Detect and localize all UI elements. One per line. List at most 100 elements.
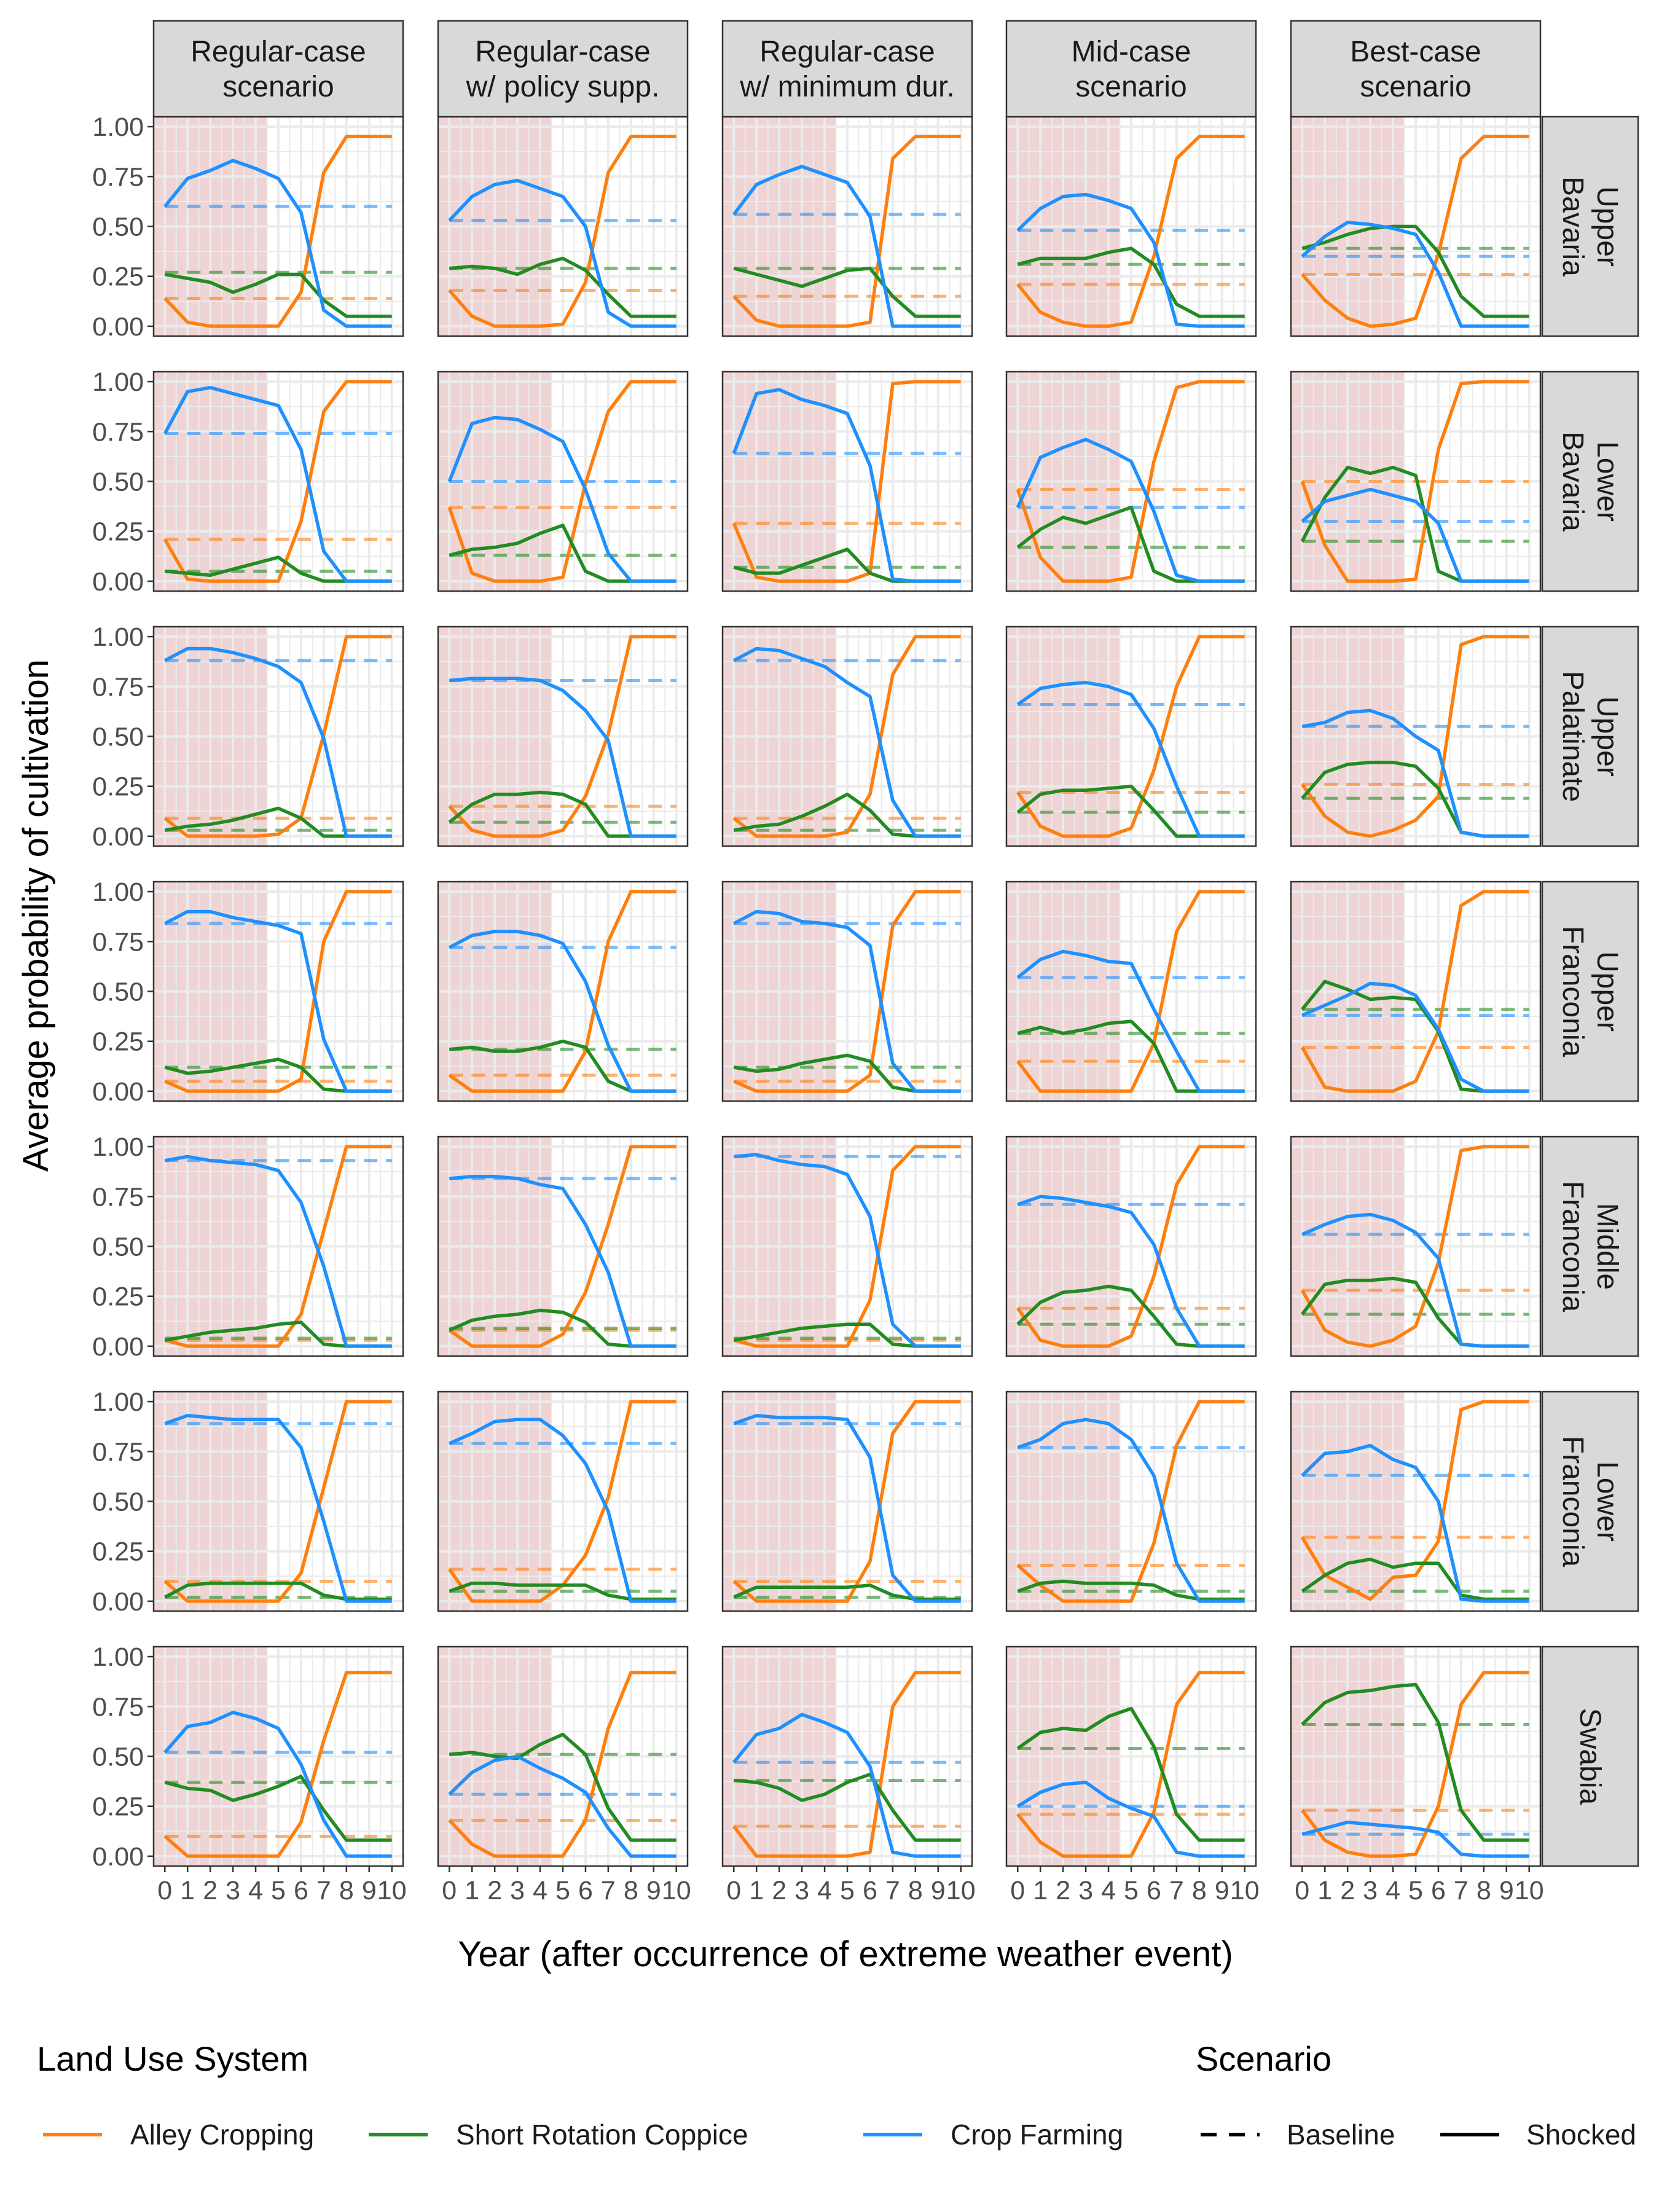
x-tick-label: 0 (442, 1876, 457, 1905)
shocked-line-alley-cropping (733, 1145, 961, 1348)
shocked-line-short-rotation-coppice (164, 1581, 392, 1601)
column-strip-label: Regular-case w/ policy supp. (466, 36, 660, 103)
legend-label-short-rotation-coppice: Short Rotation Coppice (456, 2119, 748, 2151)
shocked-line-crop-farming (1301, 981, 1529, 1093)
shocked-line-crop-farming (449, 1175, 677, 1348)
y-tick-label: 1.00 (92, 1132, 144, 1162)
y-tick-label: 0.25 (92, 517, 144, 547)
y-tick-label: 1.00 (92, 622, 144, 652)
x-tick-label: 7 (1169, 1876, 1184, 1905)
x-tick-label: 1 (465, 1876, 479, 1905)
legend-item-shocked: Shocked (1440, 2119, 1636, 2151)
x-tick-label: 0 (157, 1876, 172, 1905)
panel-gridlines (1291, 1137, 1540, 1356)
panel-gridlines (723, 117, 972, 336)
shocked-line-crop-farming (164, 646, 392, 838)
shocked-line-crop-farming (1016, 949, 1245, 1093)
x-tick-label: 0 (726, 1876, 741, 1905)
x-tick-label: 2 (1340, 1876, 1355, 1905)
panel-upper-franconia-regular-case-w-minimum-dur (721, 880, 973, 1102)
shocked-line-short-rotation-coppice (733, 266, 961, 318)
shocked-line-alley-cropping (732, 1400, 961, 1603)
legend-label-baseline: Baseline (1287, 2119, 1395, 2151)
column-strip-mid-case-scenario: Mid-case scenario (1005, 20, 1257, 118)
x-tick-label: 9 (1499, 1876, 1514, 1905)
x-tick-label: 7 (885, 1876, 900, 1905)
x-tick-label: 7 (601, 1876, 616, 1905)
y-tick-label: 0.00 (92, 1587, 144, 1617)
shocked-line-alley-cropping (1300, 1400, 1529, 1601)
panel-gridlines (723, 627, 972, 846)
shocked-line-crop-farming (164, 909, 392, 1093)
row-strip-middle-franconia: MiddleFranconia (1541, 1135, 1639, 1357)
y-tick-label: 1.00 (92, 877, 144, 907)
shocked-line-short-rotation-coppice (733, 1583, 961, 1601)
panel-border (1290, 371, 1542, 592)
x-tick-label: 2 (772, 1876, 786, 1905)
y-tick-label: 0.25 (92, 262, 144, 292)
shocked-line-alley-cropping (1016, 1145, 1245, 1348)
panel-gridlines (1291, 1647, 1540, 1866)
panel-middle-franconia-regular-case-w-policy-supp (437, 1135, 689, 1357)
panel-upper-bavaria-mid-case-scenario (1005, 116, 1257, 337)
shocked-line-alley-cropping (1016, 890, 1245, 1093)
shocked-line-crop-farming (449, 1418, 677, 1603)
column-strip-label: Mid-case scenario (1072, 36, 1191, 103)
shocked-line-crop-farming (1301, 221, 1529, 328)
legend-label-crop-farming: Crop Farming (951, 2119, 1123, 2151)
y-tick-label: 0.75 (92, 1182, 144, 1212)
panel-border (437, 1390, 689, 1612)
legend-item-alley-cropping: Alley Cropping (43, 2119, 314, 2151)
legend-scenario-title: Scenario (1196, 2039, 1332, 2078)
x-tick-label: 4 (817, 1876, 832, 1905)
panel-gridlines (1291, 627, 1540, 846)
x-tick-label: 6 (294, 1876, 308, 1905)
panel-border (437, 880, 689, 1102)
row-strip-label: UpperBavaria (1556, 176, 1623, 276)
row-strip-box (1541, 880, 1639, 1102)
panel-border (1005, 1135, 1257, 1357)
panel-border (1290, 1135, 1542, 1357)
shocked-line-crop-farming (163, 1711, 392, 1858)
legend-land-use-title: Land Use System (37, 2039, 308, 2078)
shocked-line-alley-cropping (1301, 135, 1529, 328)
panel-gridlines (438, 1392, 688, 1611)
panel-border (721, 880, 973, 1102)
panel-lower-franconia-regular-case-w-policy-supp (437, 1390, 689, 1612)
x-tick-label: 8 (908, 1876, 923, 1905)
y-axis-swabia: 0.00 0.25 0.50 0.75 1.00 (92, 1642, 154, 1872)
shocked-line-alley-cropping (1016, 635, 1245, 838)
panel-border (1290, 880, 1542, 1102)
y-axis-upper-bavaria: 0.00 0.25 0.50 0.75 1.00 (92, 112, 154, 342)
row-strip-box (1541, 371, 1639, 592)
x-tick-label: 9 (1215, 1876, 1230, 1905)
panel-upper-franconia-regular-case-w-policy-supp (437, 880, 689, 1102)
y-tick-label: 0.25 (92, 1537, 144, 1567)
shocked-line-short-rotation-coppice (1301, 224, 1529, 318)
strips-layer: Regular-case scenario Regular-case w/ polic… (152, 20, 1639, 1867)
shocked-line-alley-cropping (163, 1400, 392, 1603)
column-strip-box (152, 20, 404, 118)
panel-lower-bavaria-regular-case-w-minimum-dur (721, 371, 973, 592)
y-tick-label: 0.25 (92, 1792, 144, 1822)
shocked-line-short-rotation-coppice (449, 1581, 677, 1601)
axes-layer: 0.00 0.25 0.50 0.75 1.00 0.00 0.25 0.50 0.75 1.00… (92, 112, 1543, 1905)
y-axis-lower-franconia: 0.00 0.25 0.50 0.75 1.00 (92, 1387, 154, 1617)
panel-border (721, 1390, 973, 1612)
shocked-line-crop-farming (1016, 437, 1245, 583)
y-tick-label: 0.50 (92, 1233, 144, 1262)
legend-item-short-rotation-coppice: Short Rotation Coppice (369, 2119, 748, 2151)
shocked-line-short-rotation-coppice (1016, 1706, 1245, 1842)
legend-item-crop-farming: Crop Farming (863, 2119, 1123, 2151)
row-strip-lower-bavaria: LowerBavaria (1541, 371, 1639, 592)
shocked-line-alley-cropping (1301, 635, 1529, 838)
x-tick-label: 6 (863, 1876, 877, 1905)
shocked-line-crop-farming (1016, 681, 1245, 838)
shocked-line-crop-farming (732, 165, 961, 328)
shocked-line-crop-farming (1301, 1443, 1529, 1603)
row-strip-label: LowerFranconia (1556, 1436, 1623, 1567)
legend-label-shocked: Shocked (1526, 2119, 1636, 2151)
x-tick-label: 8 (1477, 1876, 1491, 1905)
shocked-line-alley-cropping (447, 380, 677, 583)
y-tick-label: 0.75 (92, 927, 144, 957)
